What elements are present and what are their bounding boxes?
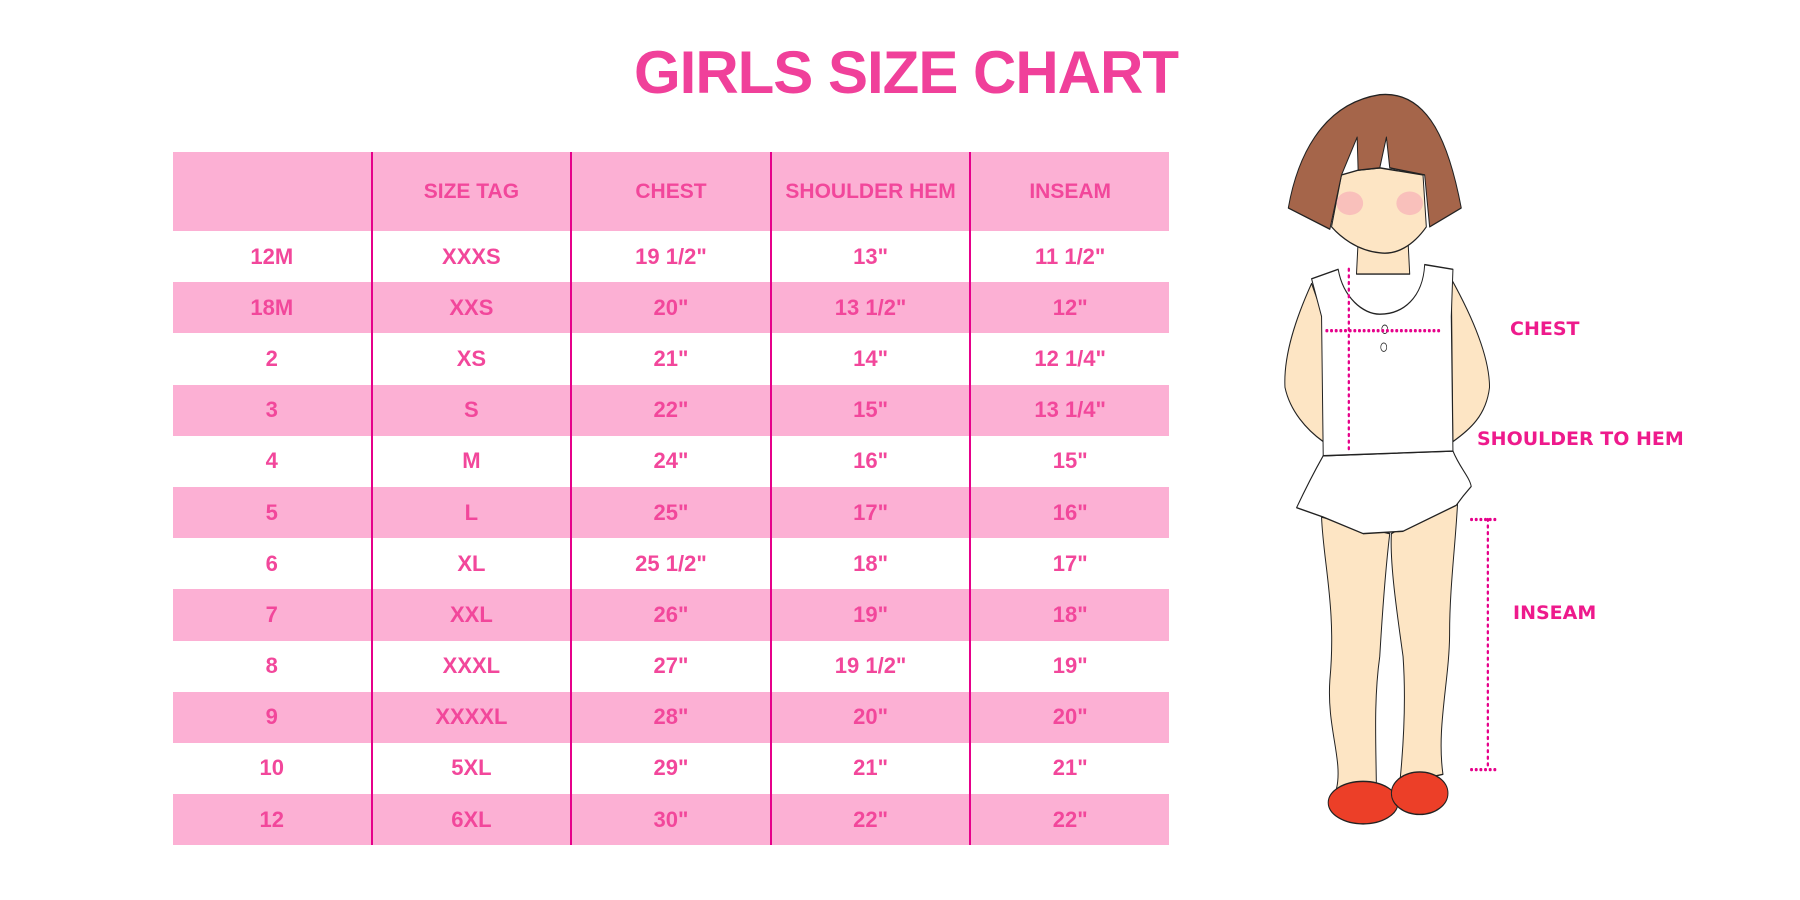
- table-cell: L: [370, 486, 571, 539]
- chest-label: CHEST: [1510, 318, 1580, 340]
- table-cell: 28": [570, 691, 770, 743]
- left-shoe: [1327, 780, 1399, 825]
- table-cell: 20": [969, 691, 1169, 743]
- table-cell: 18": [969, 589, 1169, 641]
- button: [1380, 342, 1388, 352]
- table-cell: 13": [769, 231, 970, 283]
- table-cell: 17": [969, 538, 1169, 590]
- table-cell: 22": [969, 794, 1169, 846]
- table-row: 2 XS 21" 14" 12 1/4": [173, 333, 1169, 385]
- face: [1331, 167, 1427, 254]
- table-cell: 21": [969, 742, 1169, 795]
- table-cell: 13 1/4": [969, 384, 1169, 436]
- table-cell: 12 1/4": [969, 333, 1169, 385]
- table-cell: 16": [769, 435, 970, 487]
- table-row: 3 S 22" 15" 13 1/4": [173, 384, 1169, 436]
- table-row: 8 XXXL 27" 19 1/2" 19": [173, 640, 1169, 692]
- table-cell: 10: [259, 755, 285, 781]
- table-cell: 25": [570, 486, 770, 539]
- table-cell: XXXL: [370, 640, 571, 692]
- table-cell: 22": [769, 794, 970, 846]
- right-cheek-blush: [1396, 191, 1424, 216]
- left-arm: [1284, 282, 1324, 443]
- right-shoe: [1390, 771, 1449, 816]
- header-cell: SHOULDER HEM: [769, 152, 970, 231]
- table-row: 12 6XL 30" 22" 22": [173, 794, 1169, 846]
- table-cell: 19": [969, 640, 1169, 692]
- table-cell: 5XL: [370, 742, 571, 795]
- table-cell: 24": [570, 435, 770, 487]
- table-cell: 27": [570, 640, 770, 692]
- table-cell: 12: [259, 806, 285, 832]
- right-arm: [1450, 278, 1491, 443]
- table-header: SIZE TAG CHEST SHOULDER HEM INSEAM: [173, 152, 1169, 231]
- table-cell: 14": [769, 333, 970, 385]
- table-cell: 7: [265, 601, 278, 627]
- table-cell: XXXXL: [370, 691, 571, 743]
- table-cell: 22": [570, 384, 770, 436]
- table-cell: XXS: [370, 282, 571, 334]
- table-cell: 30": [570, 794, 770, 846]
- table-cell: 12": [969, 282, 1169, 334]
- table-row: 18M XXS 20" 13 1/2" 12": [173, 282, 1169, 334]
- table-row: 6 XL 25 1/2" 18" 17": [173, 538, 1169, 590]
- table-cell: 19 1/2": [769, 640, 970, 692]
- table-cell: 3: [265, 397, 278, 423]
- table-cell: XXL: [370, 589, 571, 641]
- table-cell: 19 1/2": [570, 231, 770, 283]
- table-cell: 29": [570, 742, 770, 795]
- hair: [1287, 93, 1462, 230]
- table-cell: 21": [570, 333, 770, 385]
- size-table: SIZE TAG CHEST SHOULDER HEM INSEAM 12M XX…: [173, 152, 1169, 846]
- table-cell: S: [370, 384, 571, 436]
- table-cell: 9: [265, 704, 278, 730]
- table-row: 4 M 24" 16" 15": [173, 435, 1169, 487]
- table-cell: 26": [570, 589, 770, 641]
- header-cell: SIZE TAG: [370, 152, 571, 231]
- left-leg: [1321, 516, 1391, 799]
- shoulder-to-hem-label: SHOULDER TO HEM: [1477, 428, 1684, 450]
- table-row: 5 L 25" 17" 16": [173, 486, 1169, 539]
- table-cell: M: [370, 435, 571, 487]
- header-cell: CHEST: [570, 152, 770, 231]
- table-cell: 6: [265, 550, 278, 576]
- table-cell: 18": [769, 538, 970, 590]
- table-cell: XL: [370, 538, 571, 590]
- table-cell: 13 1/2": [769, 282, 970, 334]
- table-cell: XXXS: [370, 231, 571, 283]
- table-cell: 5: [265, 499, 278, 525]
- table-cell: 11 1/2": [969, 231, 1169, 283]
- inseam-label: INSEAM: [1513, 602, 1597, 624]
- girl-measurement-illustration: [1284, 93, 1498, 825]
- table-row: 9 XXXXL 28" 20" 20": [173, 691, 1169, 743]
- table-cell: 15": [769, 384, 970, 436]
- right-leg: [1390, 495, 1459, 785]
- header-cell: INSEAM: [969, 152, 1169, 231]
- table-cell: 4: [265, 448, 278, 474]
- table-cell: 12M: [250, 243, 294, 269]
- table-row: 12M XXXS 19 1/2" 13" 11 1/2": [173, 231, 1169, 283]
- table-cell: 18M: [250, 294, 294, 320]
- table-cell: 2: [265, 345, 278, 371]
- table-cell: 20": [570, 282, 770, 334]
- skirt: [1296, 450, 1472, 535]
- left-cheek-blush: [1336, 191, 1364, 216]
- table-cell: 16": [969, 486, 1169, 539]
- table-cell: XS: [370, 333, 571, 385]
- shirt: [1311, 263, 1454, 457]
- table-cell: 25 1/2": [570, 538, 770, 590]
- table-row: 10 5XL 29" 21" 21": [173, 742, 1169, 795]
- table-cell: 17": [769, 486, 970, 539]
- table-cell: 21": [769, 742, 970, 795]
- table-cell: 15": [969, 435, 1169, 487]
- page-title: GIRLS SIZE CHART: [633, 39, 1179, 106]
- table-cell: 19": [769, 589, 970, 641]
- table-cell: 8: [265, 653, 278, 679]
- table-cell: 20": [769, 691, 970, 743]
- table-row: 7 XXL 26" 19" 18": [173, 589, 1169, 641]
- table-cell: 6XL: [370, 794, 571, 846]
- header-cell: [173, 152, 371, 231]
